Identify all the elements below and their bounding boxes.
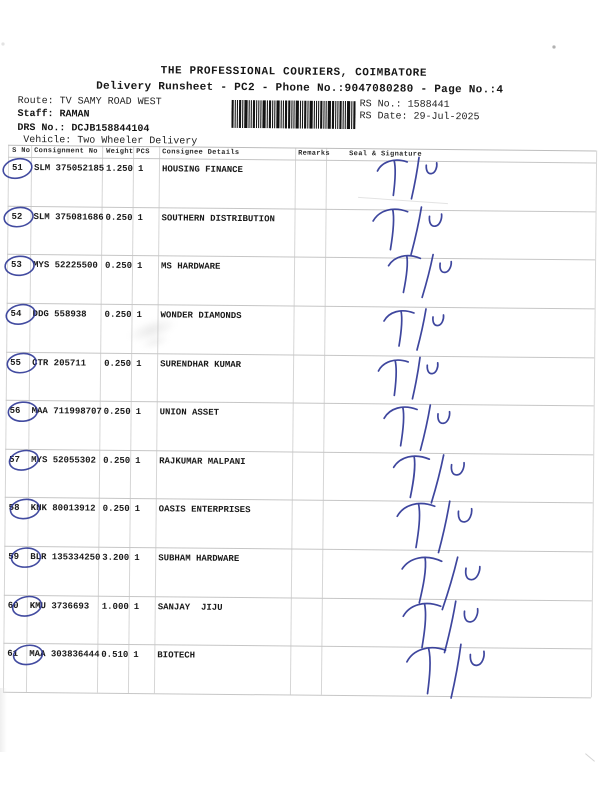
column-header-remarks: Remarks xyxy=(298,149,331,158)
route-value: TV SAMY ROAD WEST xyxy=(59,96,162,109)
runsheet-barcode xyxy=(231,99,356,130)
cell-pcs: 1 xyxy=(133,602,140,613)
cell-weight: 0.250 xyxy=(103,406,131,417)
table-grid-vline xyxy=(590,150,598,698)
cell-consignee: RAJKUMAR MALPANI xyxy=(159,456,246,468)
staff-label: Staff: xyxy=(17,108,54,121)
drs-label: DRS No.: xyxy=(17,122,66,135)
cell-consignee: OASIS ENTERPRISES xyxy=(158,504,251,516)
cell-consignment-no: SLM 375081686 xyxy=(33,212,104,223)
company-title: THE PROFESSIONAL COURIERS, COIMBATORE xyxy=(160,65,428,80)
rs-no-line: RS No.: 1588441 xyxy=(360,99,450,111)
table-grid-hline xyxy=(7,205,596,213)
cell-weight: 0.250 xyxy=(102,503,130,514)
rs-no-value: 1588441 xyxy=(407,99,450,112)
cell-s-no: 59 xyxy=(8,551,20,562)
cell-pcs: 1 xyxy=(134,504,141,515)
cell-weight: 0.250 xyxy=(104,260,133,271)
cell-consignment-no: BLR 135334250 xyxy=(30,552,101,563)
rs-date-line: RS Date: 29-Jul-2025 xyxy=(359,111,479,123)
cell-consignment-no: MAA 711998707 xyxy=(31,406,102,417)
table-grid-vline xyxy=(289,147,297,695)
cell-s-no: 57 xyxy=(9,454,21,465)
cell-pcs: 1 xyxy=(133,650,139,661)
cell-weight: 1.250 xyxy=(105,163,134,174)
cell-weight: 3.200 xyxy=(102,552,130,563)
cell-consignment-no: KMU 3736693 xyxy=(29,601,90,612)
cell-consignee: WONDER DIAMONDS xyxy=(160,310,242,322)
cell-weight: 0.250 xyxy=(104,358,132,369)
column-header-pcs: PCS xyxy=(136,148,150,157)
table-grid-hline xyxy=(6,302,595,310)
column-header-consignment-no: Consignment No xyxy=(34,147,98,156)
cell-consignment-no: MYS 52225500 xyxy=(32,260,98,271)
cell-s-no: 54 xyxy=(10,308,22,319)
column-header-s-no: S No xyxy=(12,146,31,156)
cell-pcs: 1 xyxy=(134,553,140,564)
cell-consignee: SANJAY JIJU xyxy=(157,602,223,613)
cell-s-no: 58 xyxy=(8,502,20,513)
drs-value: DCJB158844104 xyxy=(71,123,150,136)
table-grid-hline xyxy=(4,545,593,553)
cell-s-no: 60 xyxy=(7,600,19,611)
staff-line: Staff: RAMAN xyxy=(17,109,89,121)
staff-value: RAMAN xyxy=(59,109,90,121)
table-grid-hline xyxy=(3,642,592,650)
cell-consignee: SUBHAM HARDWARE xyxy=(158,553,240,565)
cell-consignee: HOUSING FINANCE xyxy=(161,164,244,176)
column-header-weight: Weight xyxy=(106,147,134,156)
rs-no-label: RS No.: xyxy=(359,99,402,111)
cell-pcs: 1 xyxy=(136,359,142,370)
runsheet-table: S No Consignment No Weight PCS Consignee Det… xyxy=(2,144,598,699)
cell-s-no: 61 xyxy=(7,648,19,659)
cell-pcs: 1 xyxy=(137,213,143,224)
table-grid-hline xyxy=(3,594,592,602)
route-label: Route: xyxy=(17,95,54,108)
cell-pcs: 1 xyxy=(137,164,144,175)
cell-s-no: 55 xyxy=(10,357,21,368)
cell-consignee: BIOTECH xyxy=(157,650,196,661)
table-grid-hline xyxy=(7,253,596,261)
table-grid-vline xyxy=(320,147,328,695)
cell-weight: 0.250 xyxy=(105,212,133,223)
table-grid-hline xyxy=(8,156,597,164)
rs-date-label: RS Date: xyxy=(359,111,408,123)
cell-pcs: 1 xyxy=(135,456,141,467)
cell-pcs: 1 xyxy=(135,407,142,418)
cell-weight: 0.250 xyxy=(104,309,132,320)
cell-weight: 1.000 xyxy=(101,601,129,612)
cell-s-no: 53 xyxy=(10,259,22,270)
route-line: Route: TV SAMY ROAD WEST xyxy=(18,96,162,108)
cell-s-no: 51 xyxy=(11,162,23,173)
cell-consignment-no: SLM 375052185 xyxy=(33,163,105,174)
runsheet-subtitle: Delivery Runsheet - PC2 - Phone No.:9047… xyxy=(96,80,504,97)
cell-consignment-no: DDG 558938 xyxy=(32,309,87,320)
cell-weight: 0.510 xyxy=(101,649,129,660)
drs-line: DRS No.: DCJB158844104 xyxy=(17,123,149,135)
cell-consignee: UNION ASSET xyxy=(159,407,220,418)
cell-s-no: 56 xyxy=(9,405,21,416)
rs-date-value: 29-Jul-2025 xyxy=(413,111,480,124)
column-header-seal-signature: Seal & Signature xyxy=(349,150,422,159)
cell-consignment-no: MAA 303836444 xyxy=(29,649,100,660)
cell-consignee: SURENDHAR KUMAR xyxy=(160,359,242,371)
cell-pcs: 1 xyxy=(136,310,143,321)
cell-consignee: SOUTHERN DISTRIBUTION xyxy=(161,213,275,225)
table-grid-hline xyxy=(6,351,595,359)
table-grid-hline xyxy=(2,691,591,699)
cell-consignee: MS HARDWARE xyxy=(160,261,221,272)
table-grid-hline xyxy=(5,399,594,407)
cell-consignment-no: CTR 205711 xyxy=(32,358,87,369)
column-header-consignee-details: Consignee Details xyxy=(162,148,240,158)
table-grid-hline xyxy=(5,448,594,456)
cell-consignment-no: KNK 80013912 xyxy=(30,503,96,514)
cell-consignment-no: MYS 52055302 xyxy=(31,455,97,466)
cell-pcs: 1 xyxy=(136,261,143,272)
table-grid-hline xyxy=(4,496,593,504)
cell-weight: 0.250 xyxy=(103,455,131,466)
cell-s-no: 52 xyxy=(11,211,23,222)
